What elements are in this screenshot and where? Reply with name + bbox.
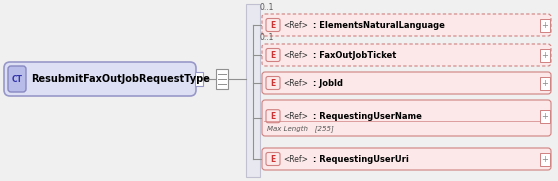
- Text: +: +: [542, 20, 549, 30]
- Text: 0..1: 0..1: [260, 33, 275, 42]
- Text: E: E: [271, 155, 276, 163]
- Text: +: +: [542, 50, 549, 60]
- FancyBboxPatch shape: [266, 77, 280, 89]
- FancyBboxPatch shape: [262, 100, 551, 136]
- Bar: [246, 4, 260, 177]
- Text: <Ref>: <Ref>: [283, 79, 308, 87]
- Text: 0..1: 0..1: [260, 3, 275, 12]
- FancyBboxPatch shape: [262, 44, 551, 66]
- Text: +: +: [542, 155, 549, 163]
- FancyBboxPatch shape: [266, 49, 280, 62]
- Text: <Ref>: <Ref>: [283, 50, 308, 60]
- Text: +: +: [542, 112, 549, 121]
- Text: : RequestingUserName: : RequestingUserName: [313, 112, 422, 121]
- Bar: [540, 77, 550, 89]
- Text: : FaxOutJobTicket: : FaxOutJobTicket: [313, 50, 396, 60]
- FancyBboxPatch shape: [4, 62, 196, 96]
- Bar: [540, 110, 550, 123]
- FancyBboxPatch shape: [8, 66, 26, 92]
- Text: E: E: [271, 112, 276, 121]
- FancyBboxPatch shape: [266, 110, 280, 123]
- Text: : ElementsNaturalLanguage: : ElementsNaturalLanguage: [313, 20, 445, 30]
- Bar: [540, 18, 550, 31]
- Text: <Ref>: <Ref>: [283, 20, 308, 30]
- Text: <Ref>: <Ref>: [283, 155, 308, 163]
- FancyBboxPatch shape: [262, 148, 551, 170]
- Text: : RequestingUserUri: : RequestingUserUri: [313, 155, 409, 163]
- FancyBboxPatch shape: [266, 18, 280, 31]
- Text: E: E: [271, 50, 276, 60]
- Text: Max Length   [255]: Max Length [255]: [267, 125, 334, 132]
- Text: <Ref>: <Ref>: [283, 112, 308, 121]
- Text: E: E: [271, 20, 276, 30]
- Bar: [540, 49, 550, 62]
- Bar: [540, 153, 550, 165]
- Bar: [195, 72, 203, 86]
- Text: CT: CT: [12, 75, 22, 83]
- Text: +: +: [542, 79, 549, 87]
- FancyBboxPatch shape: [262, 14, 551, 36]
- Bar: [216, 69, 228, 89]
- Text: E: E: [271, 79, 276, 87]
- FancyBboxPatch shape: [262, 72, 551, 94]
- Text: ResubmitFaxOutJobRequestType: ResubmitFaxOutJobRequestType: [31, 74, 210, 84]
- FancyBboxPatch shape: [266, 153, 280, 165]
- Text: : JobId: : JobId: [313, 79, 343, 87]
